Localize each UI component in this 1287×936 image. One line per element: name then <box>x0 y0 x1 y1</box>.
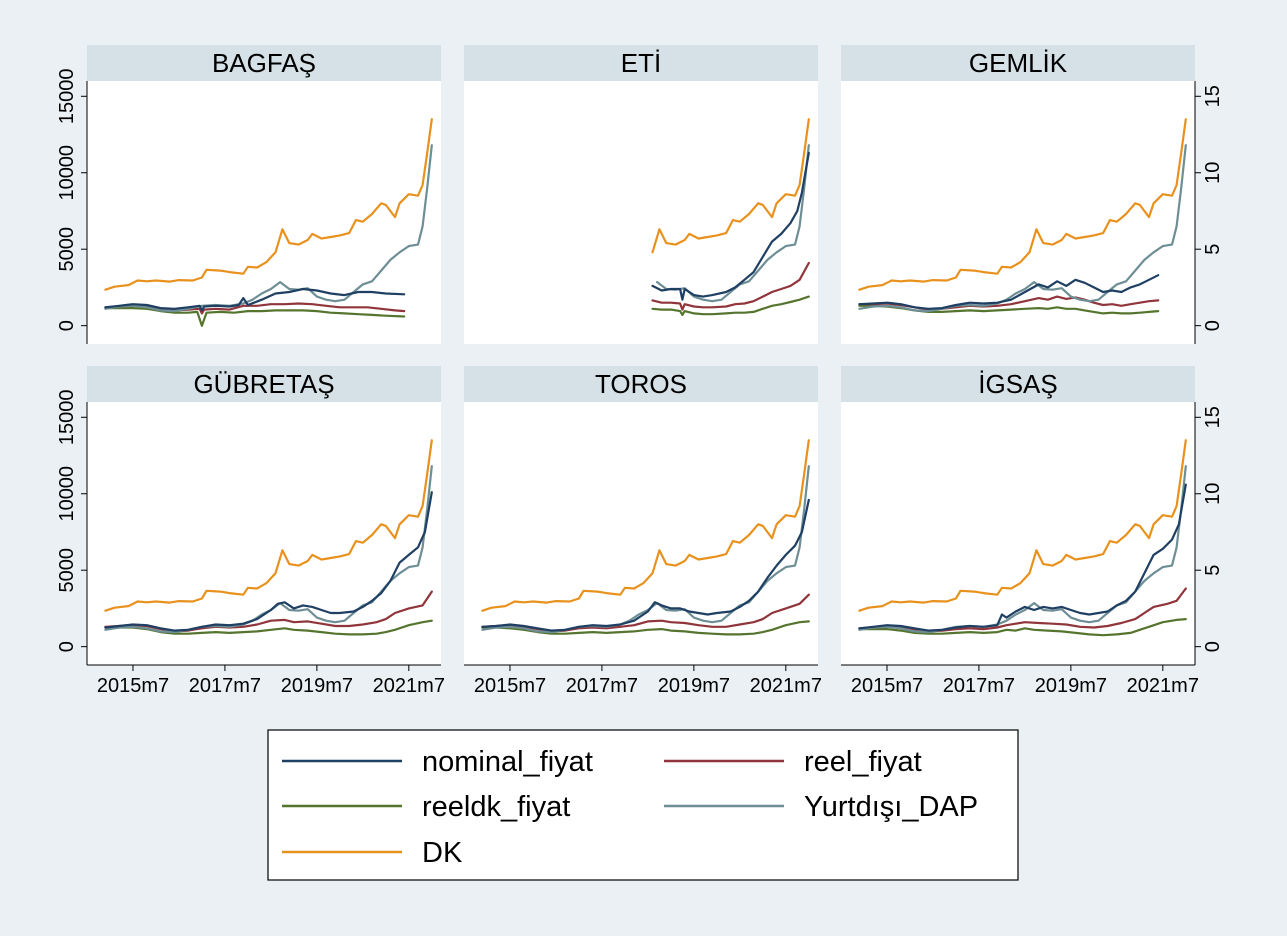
x-tick-label: 2015m7 <box>474 675 546 697</box>
y-tick-label: 10000 <box>56 466 78 522</box>
series-line-nominal-fiyat <box>104 287 406 312</box>
panel-title: GÜBRETAŞ <box>193 369 334 399</box>
series-line-nominal-fiyat <box>858 483 1187 632</box>
legend-label: reel_fiyat <box>804 746 922 778</box>
legend-item-nominal-fiyat: nominal_fiyat <box>282 746 593 778</box>
plot-area <box>87 81 441 344</box>
y-tick-label-right: 0 <box>1202 320 1224 331</box>
y-tick-label: 0 <box>56 641 78 652</box>
x-tick-label: 2021m7 <box>1127 675 1199 697</box>
panel-header <box>87 45 441 81</box>
y-tick-label: 10000 <box>56 145 78 201</box>
series-line-reel-fiyat <box>858 587 1187 633</box>
panel-6: İGSAŞ 0 5 10 15 2015m7 2017m7 2019m7 2021m7 <box>841 366 1224 697</box>
y-tick-label-right: 0 <box>1202 641 1224 652</box>
legend-item-reeldk-fiyat: reeldk_fiyat <box>282 791 570 823</box>
x-tick-label: 2015m7 <box>97 675 169 697</box>
panel-4: GÜBRETAŞ 0 5000 10000 15000 2015m7 2017m7 2019m… <box>56 366 445 697</box>
x-tick-label: 2015m7 <box>851 675 923 697</box>
panels: BAGFAŞ 0 5000 10000 15000 ETİ GEMLİK 0 5 10 15 GÜBR… <box>56 45 1224 697</box>
panel-5: TOROS 2015m7 2017m7 2019m7 2021m7 <box>464 366 822 697</box>
x-tick-label: 2021m7 <box>750 675 822 697</box>
panel-2: ETİ <box>464 45 818 344</box>
x-tick-label: 2019m7 <box>658 675 730 697</box>
series-line-dk <box>481 439 810 612</box>
panel-header <box>87 366 441 402</box>
series-line-dk <box>104 439 433 612</box>
series-line-dk <box>104 118 433 291</box>
legend: nominal_fiyat reel_fiyat reeldk_fiyat Yurtd… <box>267 729 1019 881</box>
plot-area <box>841 81 1195 344</box>
panel-header <box>841 366 1195 402</box>
legend-label: reeldk_fiyat <box>422 791 570 823</box>
panel-1: BAGFAŞ 0 5000 10000 15000 <box>56 45 441 344</box>
panel-header <box>841 45 1195 81</box>
series-line-nominal-fiyat <box>104 491 433 632</box>
x-tick-label: 2017m7 <box>943 675 1015 697</box>
series-line-dk <box>858 439 1187 612</box>
legend-label: DK <box>422 837 463 869</box>
series-line-dk <box>651 118 810 254</box>
y-tick-label: 0 <box>56 320 78 331</box>
x-tick-label: 2021m7 <box>373 675 445 697</box>
x-tick-label: 2017m7 <box>189 675 261 697</box>
y-tick-label-right: 15 <box>1202 85 1224 107</box>
panel-title: TOROS <box>595 369 687 399</box>
panel-title: ETİ <box>621 48 661 78</box>
y-tick-label-right: 15 <box>1202 406 1224 428</box>
panel-title: İGSAŞ <box>978 369 1057 399</box>
y-tick-label: 15000 <box>56 389 78 445</box>
series-line-reeldk-fiyat <box>858 618 1187 637</box>
x-tick-label: 2019m7 <box>1035 675 1107 697</box>
y-tick-label: 5000 <box>56 548 78 593</box>
y-tick-label-right: 5 <box>1202 244 1224 255</box>
legend-item-reel-fiyat: reel_fiyat <box>664 746 922 778</box>
panel-header <box>464 366 818 402</box>
series-line-yurtdisi-dap <box>858 144 1187 313</box>
plot-area <box>464 81 818 344</box>
y-tick-label-right: 10 <box>1202 483 1224 505</box>
y-tick-label-right: 10 <box>1202 162 1224 184</box>
series-line-reeldk-fiyat <box>651 295 810 316</box>
legend-label: nominal_fiyat <box>422 746 593 778</box>
x-tick-label: 2017m7 <box>566 675 638 697</box>
y-tick-label-right: 5 <box>1202 565 1224 576</box>
panel-title: BAGFAŞ <box>212 48 316 78</box>
y-tick-label: 5000 <box>56 227 78 272</box>
series-line-reel-fiyat <box>651 261 810 311</box>
panel-title: GEMLİK <box>969 48 1068 78</box>
series-line-nominal-fiyat <box>481 498 810 632</box>
legend-item-yurtdisi-dap: Yurtdışı_DAP <box>664 791 978 823</box>
plot-area <box>841 402 1195 665</box>
panel-3: GEMLİK 0 5 10 15 <box>841 45 1224 344</box>
legend-item-dk: DK <box>282 837 463 869</box>
series-line-nominal-fiyat <box>651 151 810 301</box>
x-tick-label: 2019m7 <box>281 675 353 697</box>
series-line-dk <box>858 118 1187 291</box>
y-tick-label: 15000 <box>56 68 78 124</box>
panel-header <box>464 45 818 81</box>
legend-label: Yurtdışı_DAP <box>804 791 978 823</box>
series-line-nominal-fiyat <box>858 274 1160 310</box>
